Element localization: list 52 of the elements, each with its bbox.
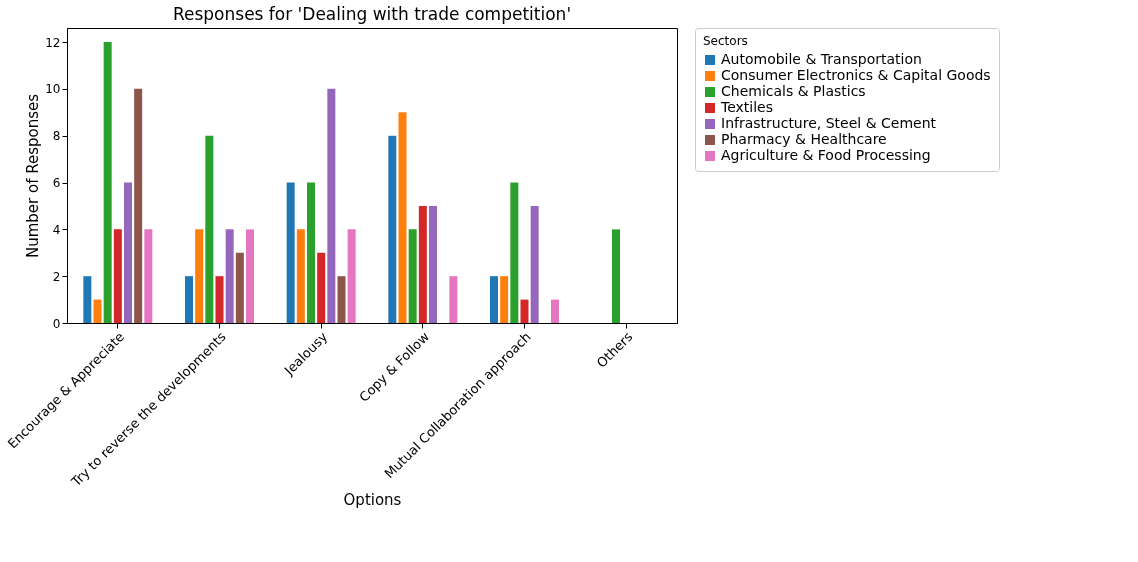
bar: [103, 42, 112, 323]
bar: [327, 88, 336, 323]
bar: [134, 88, 143, 323]
bar: [500, 276, 509, 323]
bar: [347, 229, 356, 323]
y-tick-label: 6: [52, 176, 61, 191]
bar: [215, 276, 224, 323]
bar: [418, 205, 427, 323]
x-axis-title: Options: [343, 491, 402, 510]
bar: [225, 229, 234, 323]
bar: [83, 276, 92, 323]
bar: [612, 229, 620, 323]
bar: [520, 299, 529, 323]
y-tick-label: 8: [52, 129, 61, 144]
bar: [337, 276, 346, 323]
bar: [195, 229, 204, 323]
bar: [490, 276, 498, 323]
legend-label: Automobile & Transportation: [721, 51, 922, 67]
chart-title: Responses for 'Dealing with trade competition': [172, 3, 572, 24]
y-tick-label: 0: [52, 316, 61, 331]
y-tick-label: 10: [45, 82, 61, 97]
bar: [205, 135, 214, 323]
bar: [449, 276, 458, 323]
bar: [307, 182, 315, 323]
bar: [144, 229, 153, 323]
bar: [296, 229, 305, 323]
bar: [113, 229, 122, 323]
legend-label: Agriculture & Food Processing: [721, 147, 931, 163]
bar: [124, 182, 132, 323]
bar: [388, 135, 397, 323]
legend-label: Chemicals & Plastics: [721, 83, 866, 99]
bar: [246, 229, 254, 323]
legend-label: Consumer Electronics & Capital Goods: [721, 67, 991, 83]
legend-label: Pharmacy & Healthcare: [721, 131, 887, 147]
bar: [185, 276, 193, 323]
y-axis-title: Number of Responses: [24, 93, 43, 259]
bar: [317, 252, 326, 323]
bar: [235, 252, 244, 323]
legend-label: Infrastructure, Steel & Cement: [721, 115, 937, 131]
bar: [551, 299, 559, 323]
legend-title: Sectors: [703, 34, 748, 48]
bar: [429, 205, 437, 323]
bar: [530, 205, 539, 323]
y-tick-label: 12: [45, 35, 61, 50]
bar: [408, 229, 417, 323]
bar: [398, 112, 407, 323]
bar: [510, 182, 519, 323]
legend-label: Textiles: [720, 99, 774, 115]
bar: [93, 299, 102, 323]
bar: [286, 182, 295, 323]
y-tick-label: 4: [52, 222, 61, 237]
y-tick-label: 2: [52, 269, 61, 284]
